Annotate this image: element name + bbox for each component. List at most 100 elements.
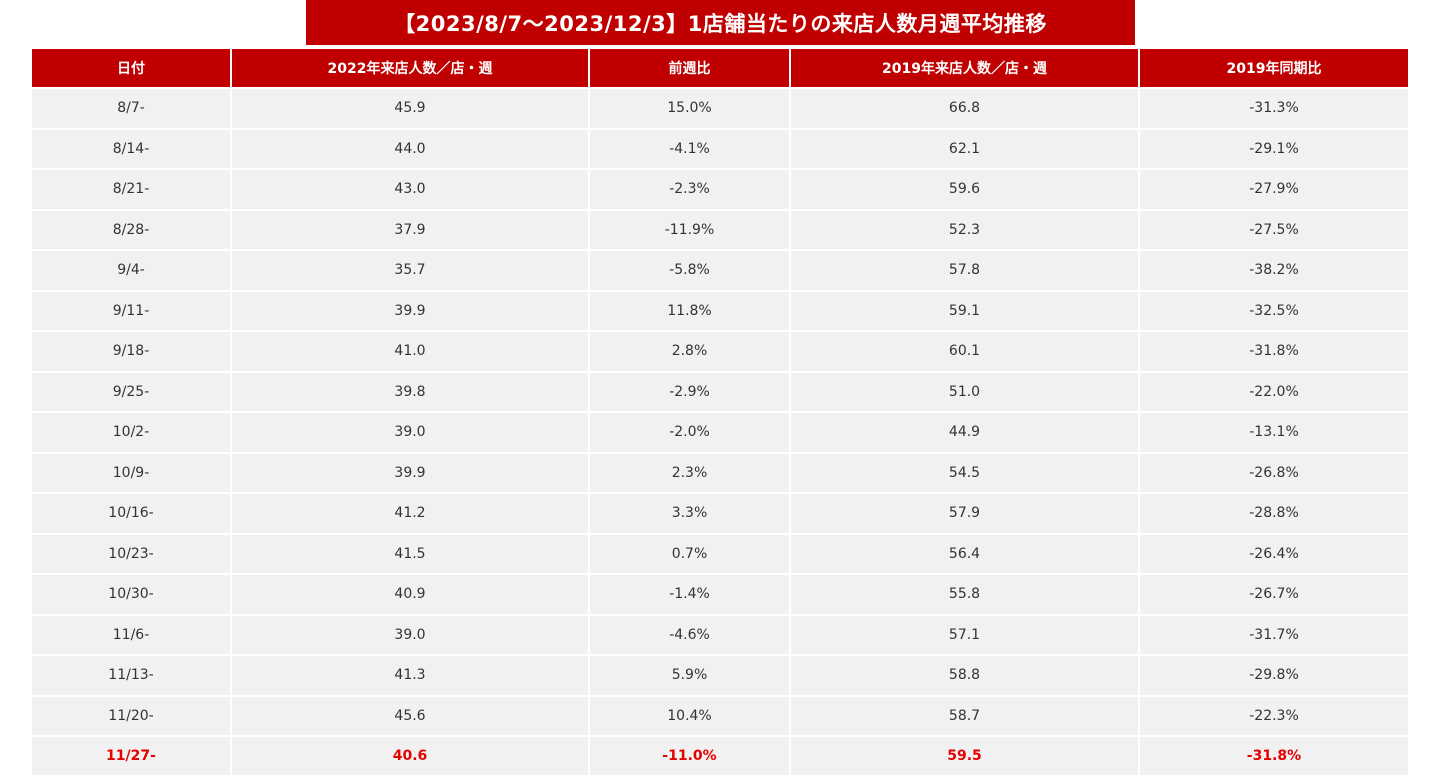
cell-wow-change: -11.9% — [590, 210, 789, 249]
table-row: 11/6- 39.0 -4.6% 57.1 -31.7% — [32, 615, 1408, 654]
cell-2022-visitors: 40.9 — [232, 575, 588, 614]
cell-vs-2019: -38.2% — [1140, 251, 1408, 290]
column-header-2022-visitors: 2022年来店人数／店・週 — [232, 49, 588, 87]
cell-wow-change: -2.9% — [590, 372, 789, 411]
table-row: 10/16- 41.2 3.3% 57.9 -28.8% — [32, 494, 1408, 533]
cell-date: 10/16- — [32, 494, 230, 533]
cell-2019-visitors: 59.5 — [791, 737, 1138, 775]
cell-2022-visitors: 39.9 — [232, 453, 588, 492]
cell-2019-visitors: 55.8 — [791, 575, 1138, 614]
column-header-date: 日付 — [32, 49, 230, 87]
cell-vs-2019: -28.8% — [1140, 494, 1408, 533]
cell-vs-2019: -29.1% — [1140, 129, 1408, 168]
table-row: 9/25- 39.8 -2.9% 51.0 -22.0% — [32, 372, 1408, 411]
cell-2022-visitors: 41.5 — [232, 534, 588, 573]
cell-2019-visitors: 59.6 — [791, 170, 1138, 209]
cell-vs-2019: -13.1% — [1140, 413, 1408, 452]
cell-2022-visitors: 39.9 — [232, 291, 588, 330]
cell-2019-visitors: 57.1 — [791, 615, 1138, 654]
header-row: 日付 2022年来店人数／店・週 前週比 2019年来店人数／店・週 2019年… — [32, 49, 1408, 87]
cell-wow-change: 15.0% — [590, 89, 789, 128]
cell-date: 10/30- — [32, 575, 230, 614]
cell-vs-2019: -27.9% — [1140, 170, 1408, 209]
cell-vs-2019: -31.3% — [1140, 89, 1408, 128]
table-row: 9/11- 39.9 11.8% 59.1 -32.5% — [32, 291, 1408, 330]
table-row: 10/2- 39.0 -2.0% 44.9 -13.1% — [32, 413, 1408, 452]
cell-2022-visitors: 45.6 — [232, 696, 588, 735]
cell-2019-visitors: 44.9 — [791, 413, 1138, 452]
cell-date: 10/9- — [32, 453, 230, 492]
cell-date: 11/6- — [32, 615, 230, 654]
cell-vs-2019: -22.0% — [1140, 372, 1408, 411]
cell-vs-2019: -26.7% — [1140, 575, 1408, 614]
cell-wow-change: 2.8% — [590, 332, 789, 371]
table-row: 8/21- 43.0 -2.3% 59.6 -27.9% — [32, 170, 1408, 209]
cell-2019-visitors: 51.0 — [791, 372, 1138, 411]
cell-2022-visitors: 35.7 — [232, 251, 588, 290]
cell-date: 11/13- — [32, 656, 230, 695]
cell-2022-visitors: 45.9 — [232, 89, 588, 128]
table-body: 8/7- 45.9 15.0% 66.8 -31.3% 8/14- 44.0 -4.1% 62.… — [32, 89, 1408, 775]
cell-2019-visitors: 57.8 — [791, 251, 1138, 290]
cell-2019-visitors: 58.7 — [791, 696, 1138, 735]
weekly-visitors-table: 日付 2022年来店人数／店・週 前週比 2019年来店人数／店・週 2019年… — [30, 47, 1410, 775]
cell-wow-change: -4.6% — [590, 615, 789, 654]
cell-2019-visitors: 52.3 — [791, 210, 1138, 249]
cell-date: 11/27- — [32, 737, 230, 775]
cell-2022-visitors: 41.0 — [232, 332, 588, 371]
table-row: 10/23- 41.5 0.7% 56.4 -26.4% — [32, 534, 1408, 573]
cell-2019-visitors: 60.1 — [791, 332, 1138, 371]
cell-vs-2019: -22.3% — [1140, 696, 1408, 735]
cell-2022-visitors: 43.0 — [232, 170, 588, 209]
cell-date: 9/11- — [32, 291, 230, 330]
cell-wow-change: -2.0% — [590, 413, 789, 452]
cell-wow-change: 2.3% — [590, 453, 789, 492]
cell-2019-visitors: 56.4 — [791, 534, 1138, 573]
table-row: 10/30- 40.9 -1.4% 55.8 -26.7% — [32, 575, 1408, 614]
table-row: 8/28- 37.9 -11.9% 52.3 -27.5% — [32, 210, 1408, 249]
cell-date: 11/20- — [32, 696, 230, 735]
table-row: 11/27- 40.6 -11.0% 59.5 -31.8% — [32, 737, 1408, 775]
cell-vs-2019: -31.7% — [1140, 615, 1408, 654]
table-row: 9/4- 35.7 -5.8% 57.8 -38.2% — [32, 251, 1408, 290]
cell-2022-visitors: 40.6 — [232, 737, 588, 775]
cell-wow-change: -2.3% — [590, 170, 789, 209]
table-row: 8/14- 44.0 -4.1% 62.1 -29.1% — [32, 129, 1408, 168]
cell-2019-visitors: 54.5 — [791, 453, 1138, 492]
cell-vs-2019: -29.8% — [1140, 656, 1408, 695]
cell-2019-visitors: 58.8 — [791, 656, 1138, 695]
cell-date: 10/2- — [32, 413, 230, 452]
cell-date: 10/23- — [32, 534, 230, 573]
cell-wow-change: -5.8% — [590, 251, 789, 290]
cell-wow-change: 0.7% — [590, 534, 789, 573]
cell-2019-visitors: 66.8 — [791, 89, 1138, 128]
table-row: 10/9- 39.9 2.3% 54.5 -26.8% — [32, 453, 1408, 492]
cell-vs-2019: -27.5% — [1140, 210, 1408, 249]
cell-2019-visitors: 62.1 — [791, 129, 1138, 168]
cell-date: 8/28- — [32, 210, 230, 249]
table-row: 9/18- 41.0 2.8% 60.1 -31.8% — [32, 332, 1408, 371]
cell-wow-change: -11.0% — [590, 737, 789, 775]
cell-date: 8/14- — [32, 129, 230, 168]
cell-2022-visitors: 37.9 — [232, 210, 588, 249]
cell-wow-change: 5.9% — [590, 656, 789, 695]
cell-2022-visitors: 39.0 — [232, 615, 588, 654]
cell-2019-visitors: 57.9 — [791, 494, 1138, 533]
table-row: 8/7- 45.9 15.0% 66.8 -31.3% — [32, 89, 1408, 128]
column-header-wow-change: 前週比 — [590, 49, 789, 87]
cell-2022-visitors: 39.8 — [232, 372, 588, 411]
cell-date: 9/18- — [32, 332, 230, 371]
cell-wow-change: 10.4% — [590, 696, 789, 735]
table-row: 11/13- 41.3 5.9% 58.8 -29.8% — [32, 656, 1408, 695]
cell-vs-2019: -31.8% — [1140, 332, 1408, 371]
cell-wow-change: 11.8% — [590, 291, 789, 330]
cell-vs-2019: -26.8% — [1140, 453, 1408, 492]
cell-date: 8/7- — [32, 89, 230, 128]
cell-wow-change: -1.4% — [590, 575, 789, 614]
cell-2022-visitors: 39.0 — [232, 413, 588, 452]
cell-date: 9/4- — [32, 251, 230, 290]
cell-date: 9/25- — [32, 372, 230, 411]
column-header-2019-visitors: 2019年来店人数／店・週 — [791, 49, 1138, 87]
cell-wow-change: 3.3% — [590, 494, 789, 533]
